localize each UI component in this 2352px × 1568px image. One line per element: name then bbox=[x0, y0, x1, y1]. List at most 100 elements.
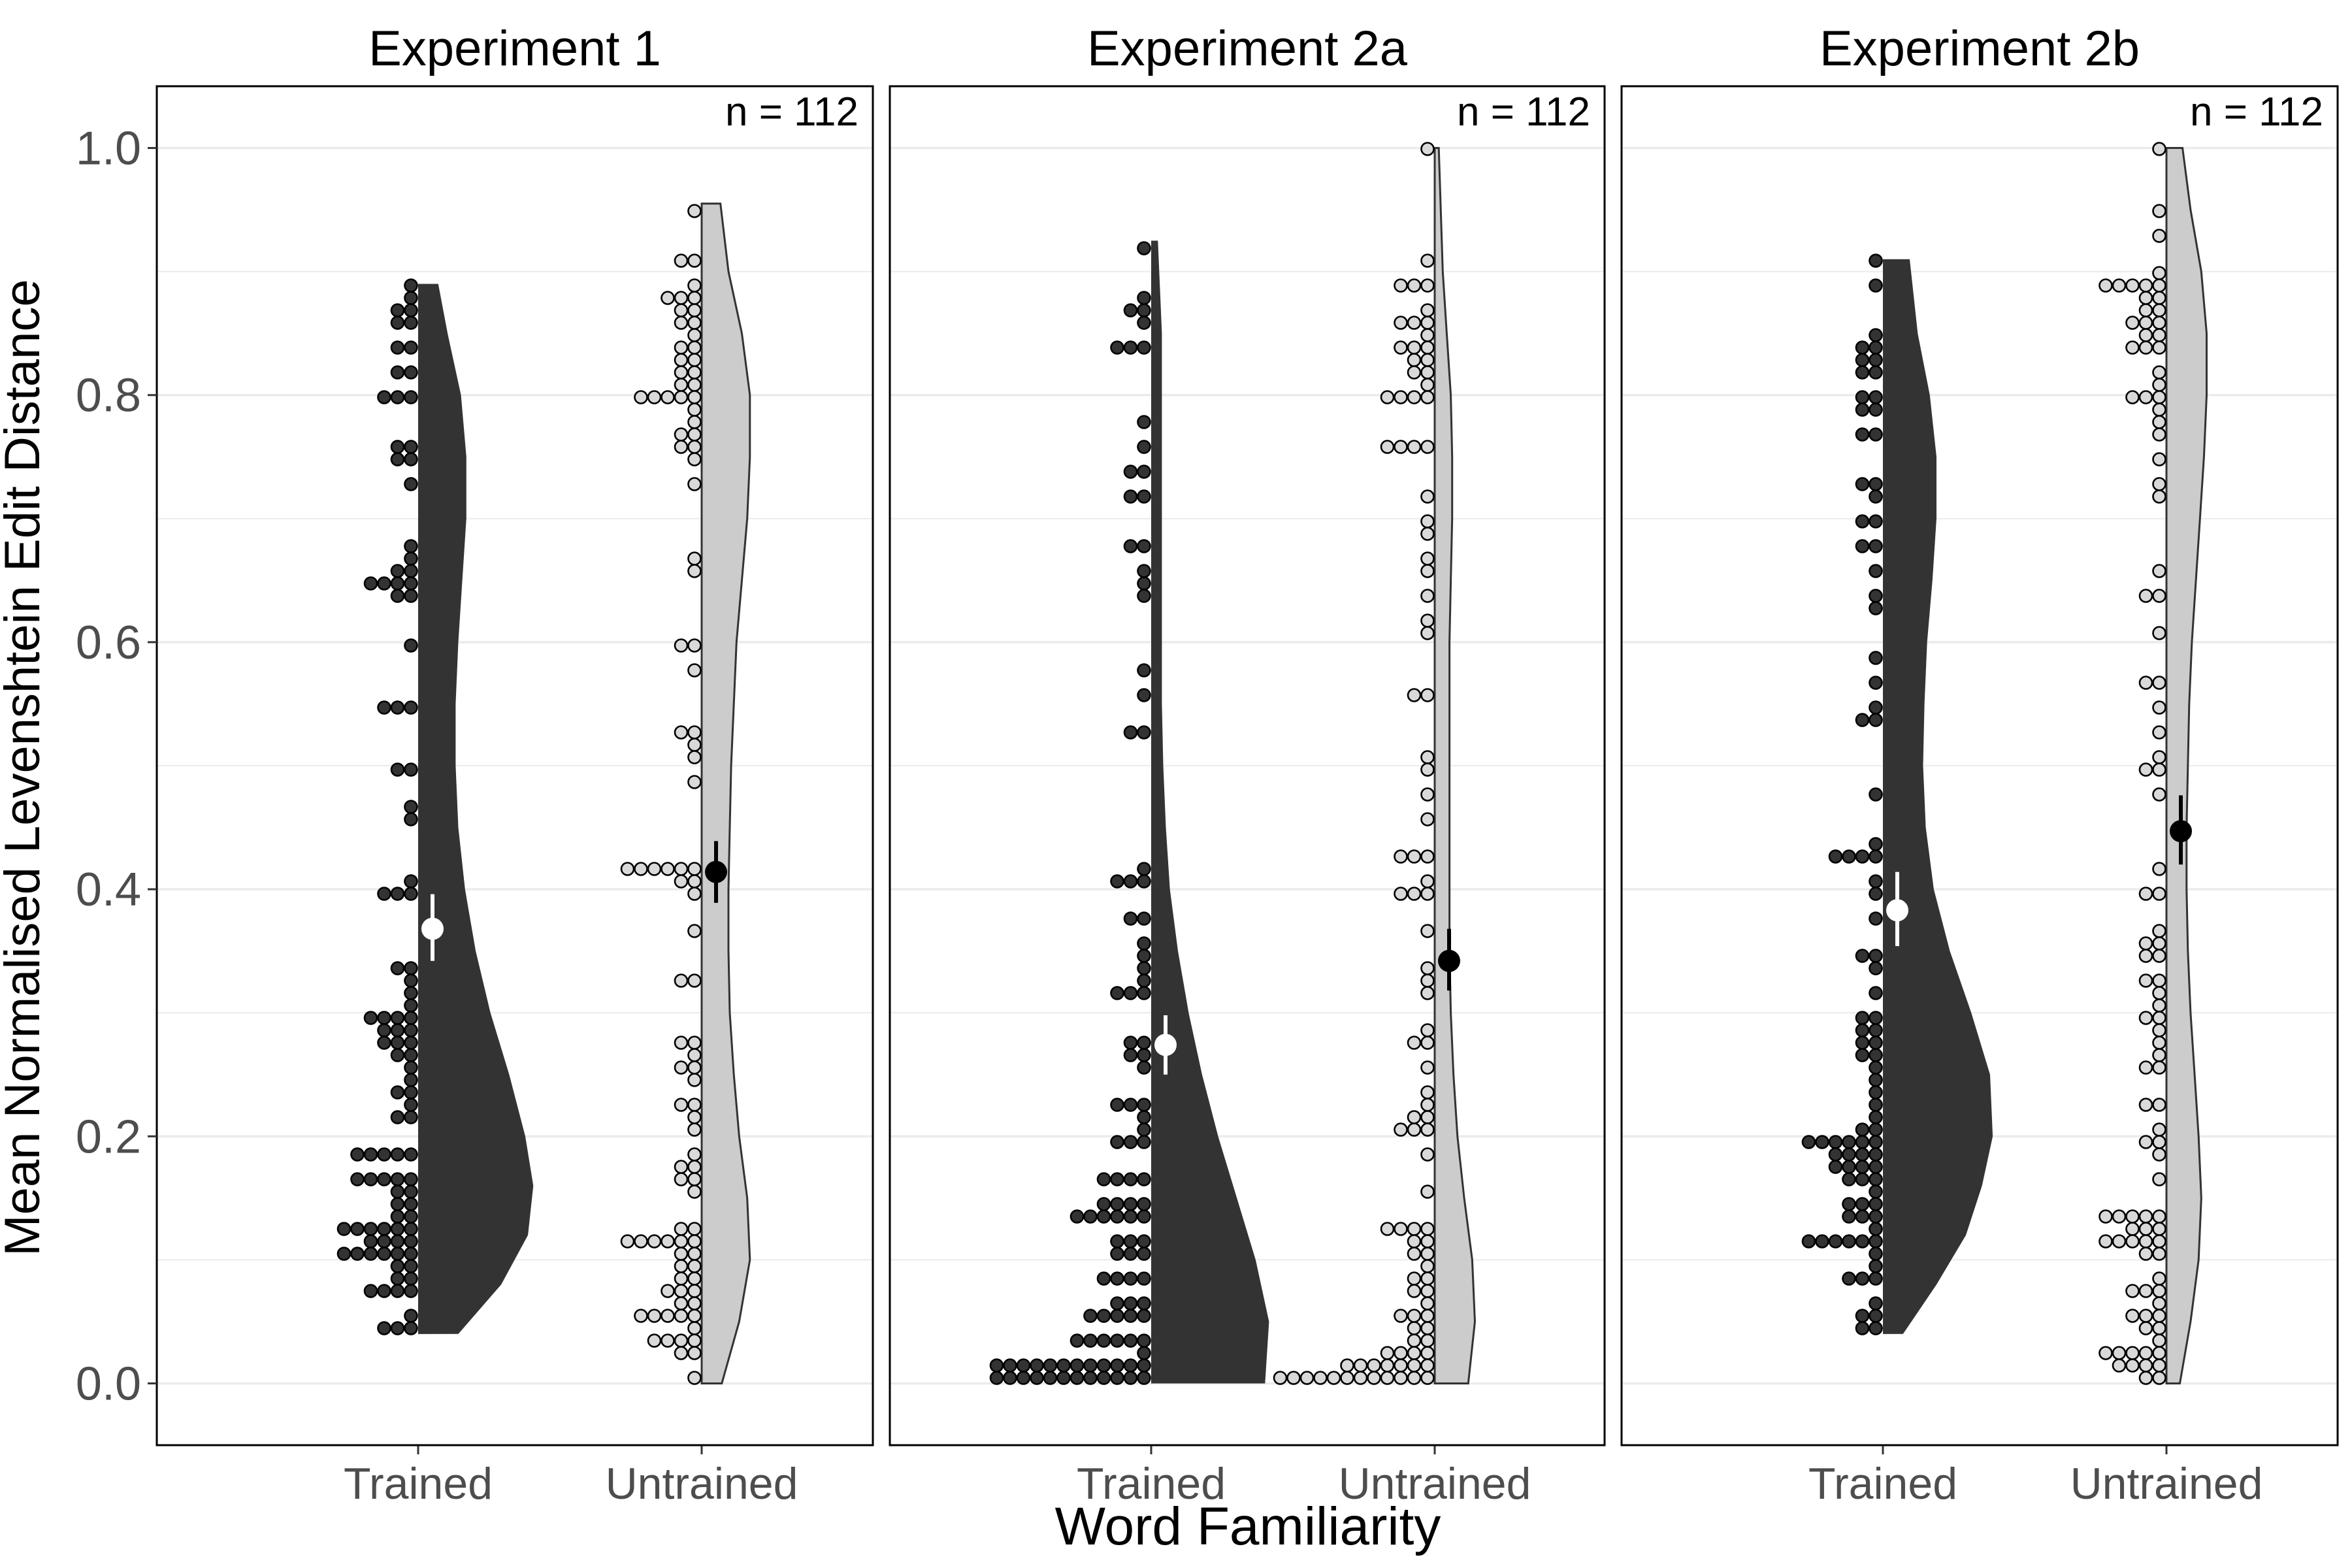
panel-1: Experiment 2a n = 112 Trained Untrained bbox=[889, 21, 1606, 1509]
untrained-data-point bbox=[2152, 402, 2166, 417]
trained-data-point bbox=[1828, 1135, 1843, 1149]
untrained-data-point bbox=[1313, 1371, 1328, 1385]
untrained-data-point bbox=[2125, 316, 2140, 330]
trained-data-point bbox=[377, 1247, 391, 1261]
untrained-data-point bbox=[2112, 278, 2127, 293]
trained-data-point bbox=[404, 576, 418, 591]
trained-data-point bbox=[1855, 340, 1870, 355]
untrained-data-point bbox=[687, 204, 702, 218]
untrained-data-point bbox=[634, 1309, 648, 1323]
untrained-data-point bbox=[1420, 514, 1435, 529]
untrained-mean-point bbox=[705, 860, 727, 883]
trained-data-point bbox=[404, 477, 418, 491]
trained-data-point bbox=[377, 887, 391, 901]
untrained-data-point bbox=[2138, 762, 2153, 777]
untrained-data-point bbox=[674, 303, 689, 318]
trained-data-point bbox=[390, 1023, 405, 1037]
trained-data-point bbox=[1855, 849, 1870, 864]
untrained-data-point bbox=[687, 738, 702, 752]
trained-data-point bbox=[1070, 1333, 1085, 1348]
trained-data-point bbox=[1123, 874, 1138, 889]
trained-data-point bbox=[1828, 849, 1843, 864]
trained-data-point bbox=[1123, 303, 1138, 318]
untrained-data-point bbox=[2125, 1284, 2140, 1298]
untrained-data-point bbox=[674, 1259, 689, 1273]
x-tick-label: Untrained bbox=[1339, 1459, 1531, 1509]
trained-data-point bbox=[404, 1011, 418, 1025]
untrained-data-point bbox=[1407, 1222, 1422, 1236]
untrained-data-point bbox=[2138, 676, 2153, 690]
untrained-data-point bbox=[1420, 527, 1435, 541]
untrained-data-point bbox=[687, 415, 702, 429]
untrained-data-point bbox=[2152, 1371, 2166, 1385]
untrained-data-point bbox=[1420, 613, 1435, 628]
trained-data-point bbox=[1083, 1333, 1098, 1348]
trained-mean-point bbox=[1886, 899, 1908, 922]
panel-title: Experiment 1 bbox=[368, 21, 661, 76]
trained-data-point bbox=[390, 1247, 405, 1261]
trained-data-point bbox=[1869, 986, 1883, 1000]
trained-density-violin bbox=[1151, 240, 1269, 1384]
trained-data-point bbox=[404, 1284, 418, 1298]
trained-data-point bbox=[1869, 253, 1883, 268]
untrained-data-point bbox=[1420, 1247, 1435, 1261]
trained-data-point bbox=[404, 998, 418, 1013]
trained-data-point bbox=[390, 1011, 405, 1025]
trained-data-point bbox=[350, 1147, 365, 1162]
untrained-data-point bbox=[2152, 862, 2166, 876]
y-tick-label: 0.8 bbox=[76, 370, 141, 422]
untrained-data-point bbox=[687, 303, 702, 318]
trained-data-point bbox=[1096, 1209, 1111, 1224]
trained-data-point bbox=[1123, 986, 1138, 1000]
untrained-data-point bbox=[1420, 489, 1435, 504]
untrained-data-point bbox=[2125, 1309, 2140, 1323]
trained-data-point bbox=[1137, 303, 1151, 318]
untrained-data-point bbox=[634, 862, 648, 876]
trained-data-point bbox=[1137, 1309, 1151, 1323]
untrained-data-point bbox=[674, 874, 689, 889]
untrained-data-point bbox=[687, 564, 702, 578]
trained-data-point bbox=[1137, 1098, 1151, 1112]
trained-data-point bbox=[1855, 1160, 1870, 1174]
untrained-data-point bbox=[1420, 1110, 1435, 1124]
untrained-data-point bbox=[687, 924, 702, 938]
untrained-data-point bbox=[2112, 1234, 2127, 1249]
trained-data-point bbox=[1855, 1135, 1870, 1149]
trained-data-point bbox=[1869, 601, 1883, 615]
trained-data-point bbox=[1070, 1358, 1085, 1373]
trained-data-point bbox=[989, 1371, 1004, 1385]
trained-data-point bbox=[1869, 1184, 1883, 1199]
untrained-data-point bbox=[1380, 1358, 1395, 1373]
trained-data-point bbox=[1869, 1309, 1883, 1323]
untrained-data-point bbox=[1420, 812, 1435, 826]
trained-data-point bbox=[1869, 651, 1883, 665]
untrained-data-point bbox=[674, 638, 689, 653]
untrained-data-point bbox=[1420, 378, 1435, 392]
y-tick-label: 1.0 bbox=[76, 123, 141, 175]
x-tick-label: Trained bbox=[1077, 1459, 1226, 1509]
trained-data-point bbox=[404, 1184, 418, 1199]
x-tick-label: Untrained bbox=[606, 1459, 798, 1509]
trained-data-point bbox=[404, 1085, 418, 1100]
trained-data-point bbox=[1123, 1333, 1138, 1348]
trained-data-point bbox=[1123, 1296, 1138, 1311]
untrained-data-point bbox=[2138, 1098, 2153, 1112]
untrained-data-point bbox=[674, 291, 689, 305]
untrained-data-point bbox=[687, 378, 702, 392]
untrained-data-point bbox=[2138, 589, 2153, 603]
untrained-data-point bbox=[674, 1036, 689, 1050]
trained-data-point bbox=[1110, 1172, 1124, 1186]
trained-data-point bbox=[1869, 961, 1883, 975]
untrained-data-point bbox=[1394, 1122, 1408, 1137]
untrained-data-point bbox=[2138, 303, 2153, 318]
untrained-data-point bbox=[1420, 589, 1435, 603]
untrained-data-point bbox=[674, 365, 689, 380]
untrained-data-point bbox=[1420, 986, 1435, 1000]
untrained-data-point bbox=[687, 1122, 702, 1137]
trained-data-point bbox=[1137, 316, 1151, 330]
untrained-data-point bbox=[1420, 1271, 1435, 1286]
trained-data-point bbox=[1801, 1135, 1816, 1149]
trained-data-point bbox=[390, 1234, 405, 1249]
untrained-data-point bbox=[2099, 1346, 2113, 1360]
sample-size-annotation: n = 112 bbox=[725, 90, 858, 135]
